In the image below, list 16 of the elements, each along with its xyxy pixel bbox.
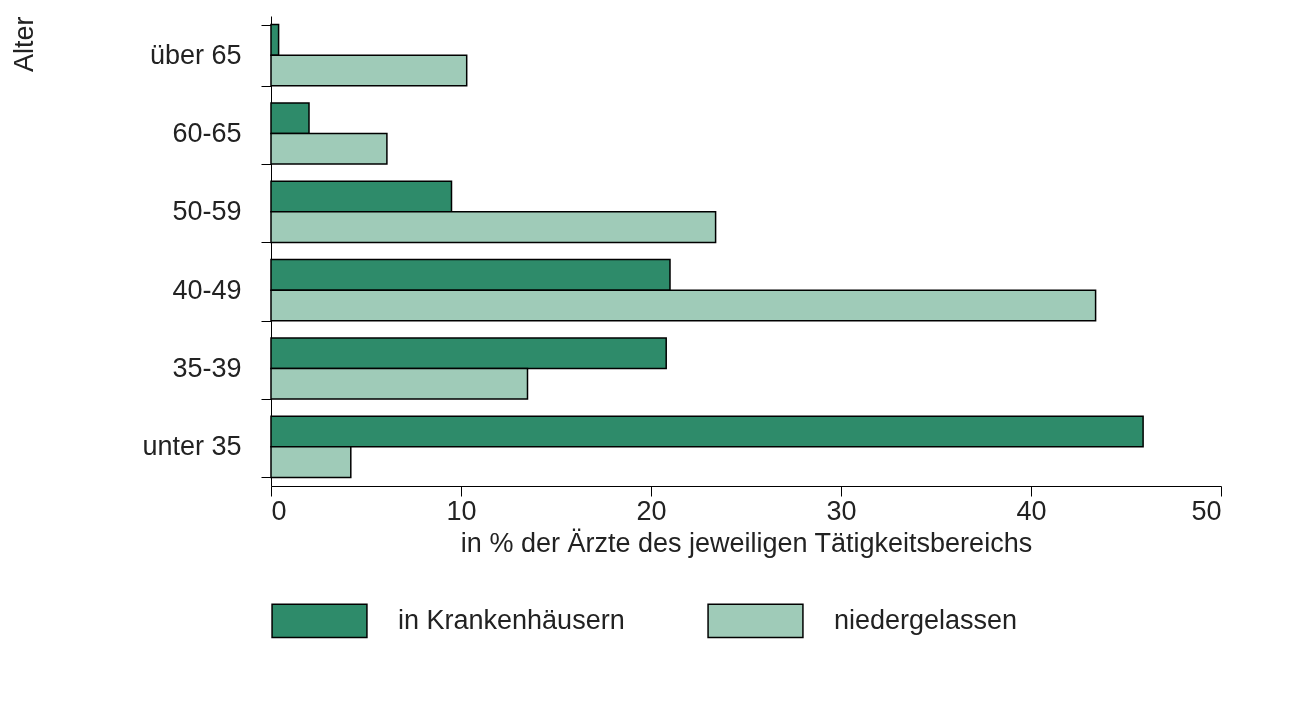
y-tick-label: 60-65 xyxy=(172,118,242,148)
y-tick-label: 40-49 xyxy=(172,274,242,305)
y-axis-title: Alter xyxy=(8,16,39,73)
y-tick-label: unter 35 xyxy=(142,431,242,462)
legend-label: niedergelassen xyxy=(834,604,1018,635)
x-tick-label: 20 xyxy=(636,495,667,526)
x-tick-label: 50 xyxy=(1191,495,1222,526)
x-tick-label: 0 xyxy=(271,495,287,526)
x-tick-label: 10 xyxy=(446,495,477,526)
x-axis-title: in % der Ärzte des jeweiligen Tätigkeitsbereichs xyxy=(460,527,1033,558)
y-tick-label: 50-59 xyxy=(172,196,242,227)
x-tick-label: 40 xyxy=(1016,495,1047,526)
legend-label: in Krankenhäusern xyxy=(398,604,625,635)
y-tick-label: über 65 xyxy=(149,39,242,70)
x-tick-label: 30 xyxy=(826,495,857,526)
y-tick-label: 35-39 xyxy=(172,353,242,383)
